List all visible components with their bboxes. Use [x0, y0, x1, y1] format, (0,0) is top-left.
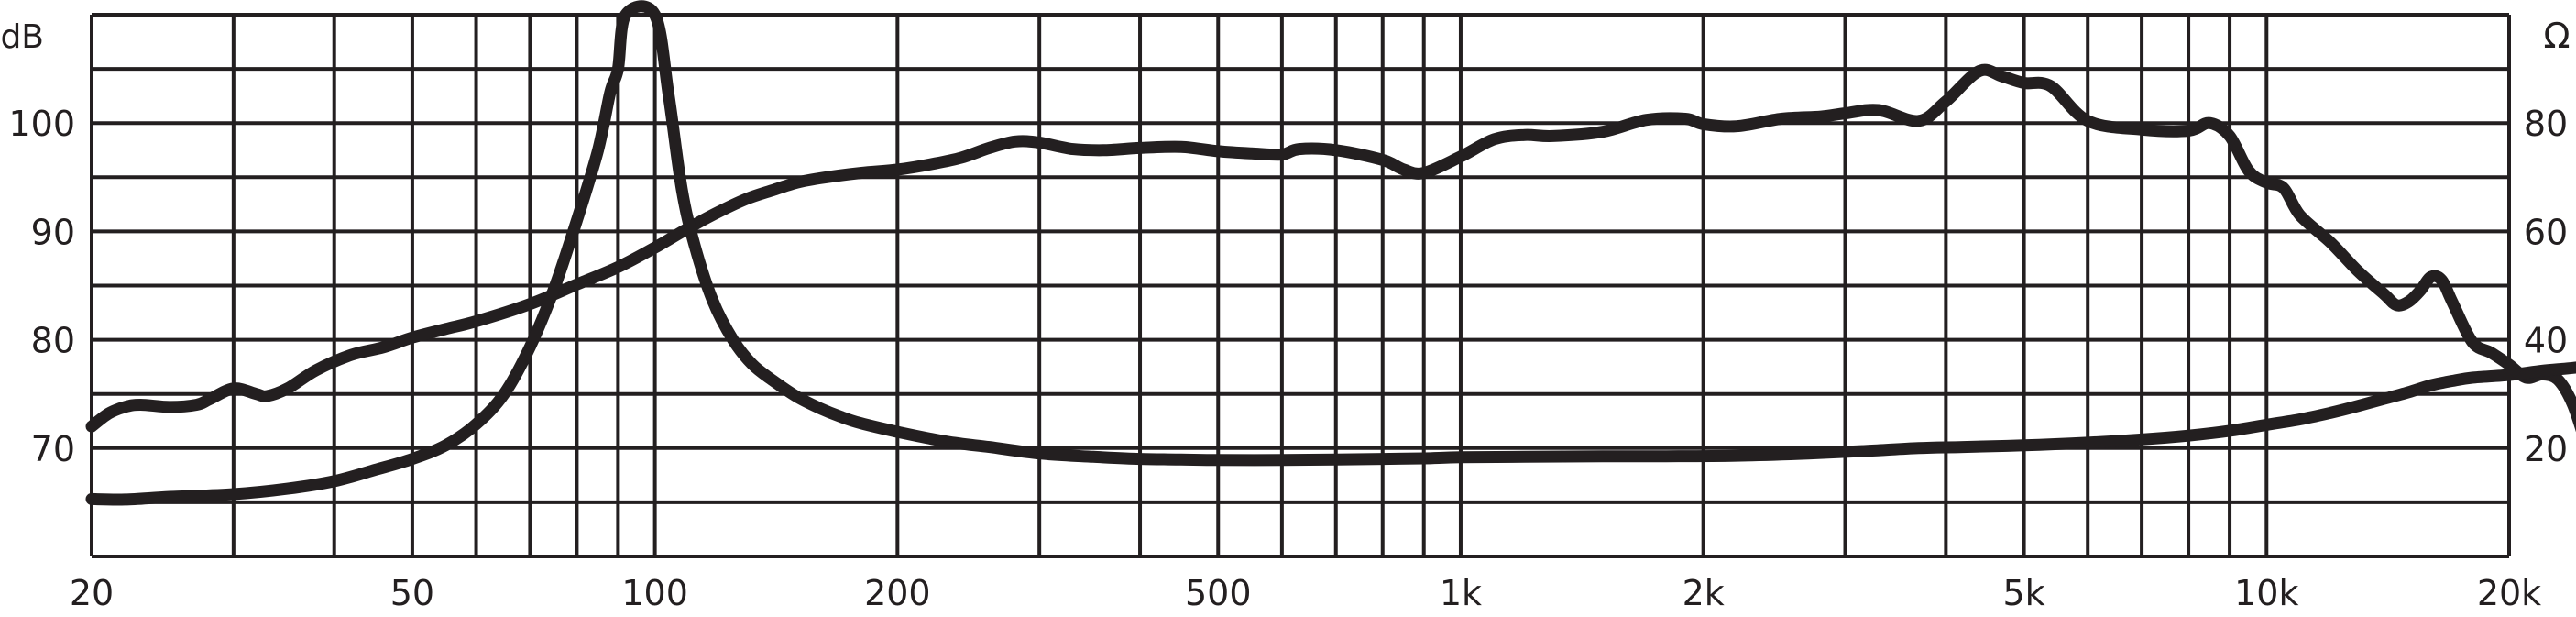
right-tick-label: 60	[2524, 212, 2568, 252]
x-tick-label: 2k	[1683, 573, 1725, 613]
x-tick-label: 20	[70, 573, 114, 613]
left-axis-unit: dB	[0, 18, 44, 56]
left-axis-tick-labels: 70 80 90 100	[8, 104, 75, 469]
right-tick-label: 80	[2524, 104, 2568, 144]
series-layer	[85, 0, 2576, 506]
left-tick-label: 90	[31, 212, 75, 252]
x-tick-label: 1k	[1440, 573, 1482, 613]
spl-response-line	[85, 63, 2576, 433]
x-tick-label: 200	[864, 573, 931, 613]
left-tick-label: 80	[31, 321, 75, 361]
left-tick-label: 70	[31, 429, 75, 469]
x-tick-label: 100	[621, 573, 688, 613]
x-tick-label: 20k	[2477, 573, 2541, 613]
horizontal-grid	[92, 13, 2509, 558]
x-tick-label: 10k	[2234, 573, 2298, 613]
right-tick-label: 20	[2524, 429, 2568, 469]
x-tick-labels: 20 50 100 200 500 1k 2k 5k 10k 20k	[70, 573, 2541, 613]
right-tick-label: 40	[2524, 321, 2568, 361]
right-axis-unit: Ω	[2543, 16, 2570, 56]
x-tick-label: 500	[1185, 573, 1252, 613]
x-tick-label: 5k	[2002, 573, 2044, 613]
right-axis-tick-labels: 20 40 60 80	[2524, 104, 2568, 469]
impedance-line	[85, 0, 2576, 506]
left-tick-label: 100	[8, 104, 75, 144]
x-tick-label: 50	[390, 573, 434, 613]
